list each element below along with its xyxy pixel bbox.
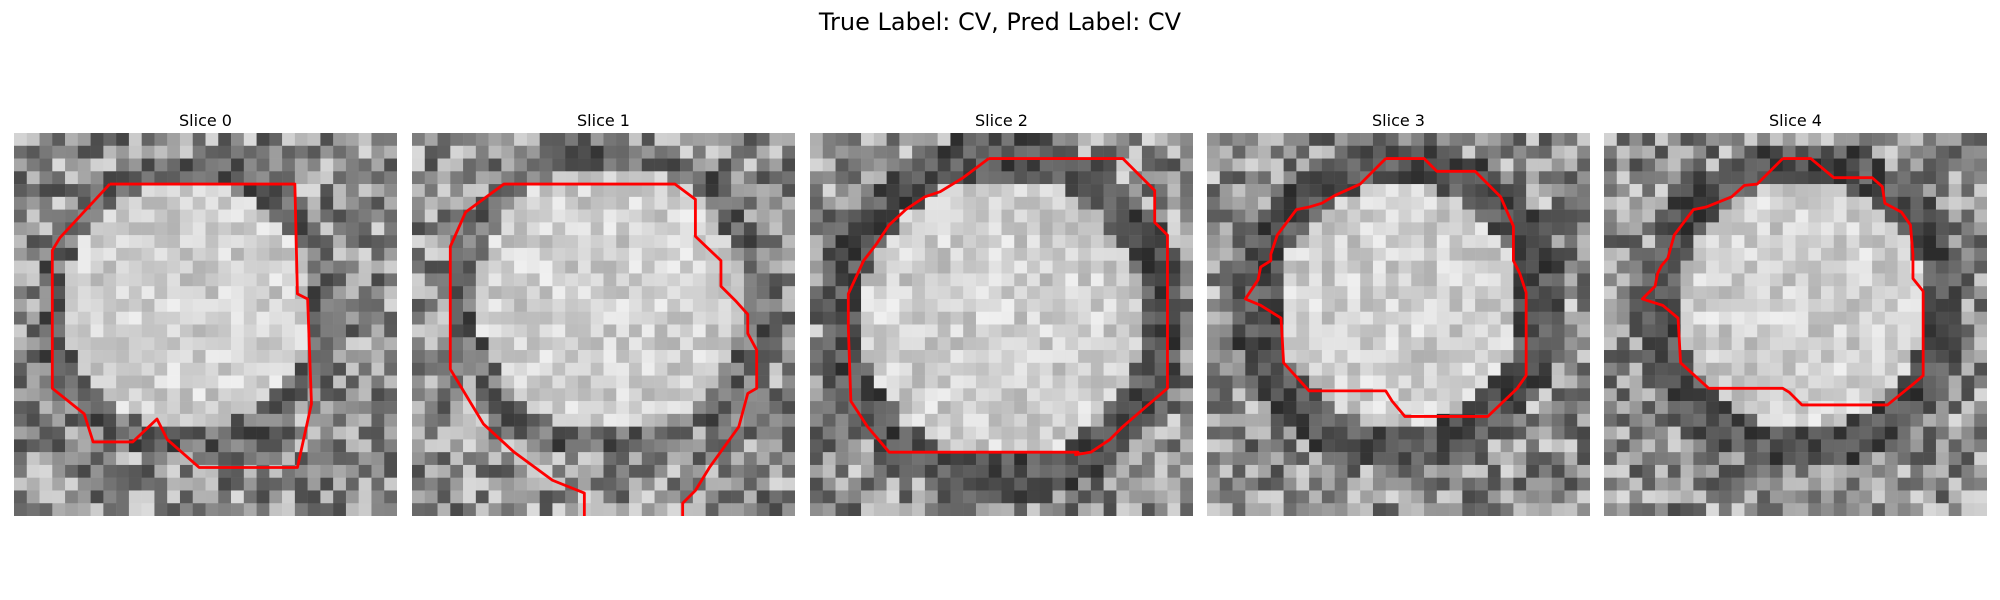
slice-panel-4: Slice 4 — [1604, 110, 1987, 516]
segmentation-contour-2 — [846, 157, 1169, 457]
slice-image-3 — [1207, 133, 1590, 516]
slice-image-1 — [412, 133, 795, 516]
slice-title-4: Slice 4 — [1769, 111, 1822, 130]
segmentation-contour-0 — [50, 182, 313, 469]
segmentation-contour-3 — [1243, 157, 1528, 418]
segmentation-contour-4 — [1640, 157, 1925, 407]
slice-panel-1: Slice 1 — [412, 110, 795, 516]
slice-title-1: Slice 1 — [577, 111, 630, 130]
figure-title: True Label: CV, Pred Label: CV — [818, 8, 1182, 36]
slice-panel-3: Slice 3 — [1207, 110, 1590, 516]
slice-title-2: Slice 2 — [975, 111, 1028, 130]
slice-image-0 — [14, 133, 397, 516]
slice-title-3: Slice 3 — [1372, 111, 1425, 130]
slice-title-0: Slice 0 — [179, 111, 232, 130]
segmentation-contour-1 — [448, 182, 759, 516]
slice-panel-2: Slice 2 — [810, 110, 1193, 516]
slice-image-2 — [810, 133, 1193, 516]
slice-image-4 — [1604, 133, 1987, 516]
slice-panel-0: Slice 0 — [14, 110, 397, 516]
